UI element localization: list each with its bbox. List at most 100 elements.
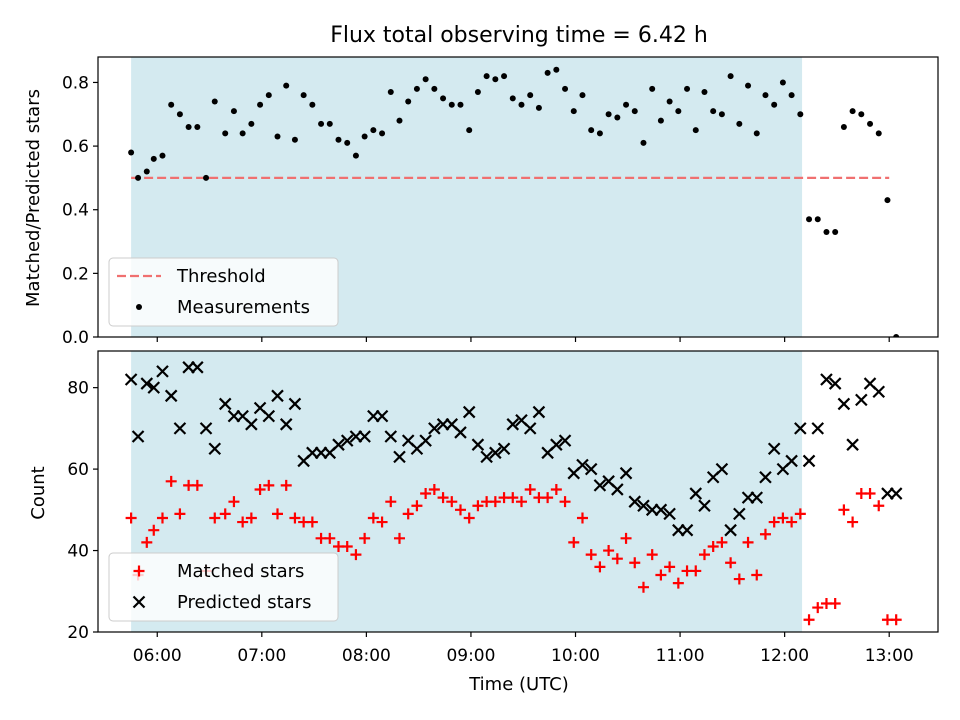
matched-star-point: [148, 524, 160, 536]
measurement-point: [326, 120, 333, 127]
matched-star-point: [472, 500, 484, 512]
matched-star-point: [611, 553, 623, 565]
predicted-star-point: [619, 466, 633, 480]
predicted-star-point: [332, 438, 345, 451]
measurement-point: [893, 334, 900, 337]
matched-star-point: [237, 516, 249, 528]
legend-label: Measurements: [177, 297, 310, 318]
measurement-point: [309, 101, 316, 108]
matched-star-point: [463, 512, 475, 524]
measurement-point: [318, 120, 325, 127]
matched-star-point: [707, 540, 719, 552]
predicted-star-point: [820, 373, 833, 386]
matched-star-point: [280, 479, 292, 491]
matched-star-point: [393, 532, 405, 544]
matched-star-point: [174, 508, 186, 520]
y-tick-label: 0.8: [62, 73, 89, 93]
legend-box: [108, 552, 339, 622]
measurement-point: [666, 98, 673, 105]
measurement-point: [265, 92, 272, 99]
measurement-point: [143, 168, 150, 175]
chart-title: Flux total observing time = 6.42 h: [330, 23, 708, 48]
matched-star-point: [873, 500, 885, 512]
predicted-star-point: [454, 426, 467, 439]
legend-label: Predicted stars: [177, 592, 311, 613]
matched-star-point: [542, 492, 554, 504]
matched-star-point: [219, 508, 231, 520]
y-tick-label: 0.4: [62, 201, 89, 221]
predicted-star-point: [506, 418, 520, 431]
measurement-point: [283, 82, 290, 89]
measurement-point: [553, 66, 560, 73]
predicted-star-point: [164, 389, 178, 403]
predicted-star-point: [156, 365, 169, 378]
predicted-star-point: [715, 462, 729, 476]
bottom-y-axis-label: Count: [28, 466, 49, 519]
measurement-point: [492, 76, 499, 83]
matched-star-point: [411, 500, 423, 512]
matched-star-point: [838, 504, 850, 516]
matched-star-point: [890, 614, 902, 626]
legend-measurement-swatch: [136, 304, 142, 310]
y-tick-label: 20: [67, 623, 89, 643]
matched-star-point: [646, 549, 658, 561]
measurement-point: [501, 73, 508, 80]
measurement-point: [185, 124, 192, 130]
measurement-point: [579, 92, 586, 99]
measurement-point: [544, 69, 551, 76]
matched-star-point: [672, 577, 684, 589]
predicted-star-point: [262, 409, 276, 423]
measurement-point: [562, 85, 569, 92]
predicted-star-point: [191, 361, 204, 374]
predicted-star-point: [462, 405, 476, 419]
measurement-point: [788, 92, 795, 99]
predicted-star-point: [767, 442, 781, 456]
matched-star-point: [786, 516, 798, 528]
measurement-point: [509, 95, 516, 102]
measurement-point: [483, 73, 490, 80]
measurement-point: [736, 120, 743, 127]
x-axis-label: Time (UTC): [468, 674, 569, 695]
predicted-star-point: [593, 479, 607, 492]
predicted-star-point: [724, 523, 737, 537]
matched-star-point: [402, 508, 414, 520]
predicted-star-point: [794, 422, 807, 435]
matched-star-point: [341, 540, 353, 552]
predicted-star-point: [288, 397, 302, 411]
measurement-point: [135, 174, 142, 181]
measurement-point: [675, 108, 682, 115]
predicted-star-point: [889, 487, 903, 500]
matched-star-point: [620, 532, 632, 544]
measurement-point: [440, 95, 447, 102]
measurement-point: [405, 98, 412, 105]
predicted-star-point: [637, 499, 650, 513]
predicted-star-point: [489, 446, 502, 460]
measurement-point: [150, 155, 157, 162]
measurement-point: [194, 124, 201, 130]
measurement-point: [701, 89, 708, 95]
matched-star-point: [751, 569, 763, 581]
predicted-star-point: [550, 438, 563, 451]
x-tick-label: 08:00: [342, 646, 391, 666]
matched-star-point: [289, 512, 301, 524]
measurement-point: [884, 197, 891, 204]
measurement-point: [605, 111, 612, 118]
legend-box: [108, 257, 339, 327]
axes-frame: [97, 56, 939, 338]
predicted-star-point: [218, 397, 232, 411]
matched-star-point: [446, 496, 458, 508]
predicted-star-point: [340, 434, 354, 447]
measurement-point: [771, 101, 778, 108]
measurement-point: [727, 73, 734, 80]
measurement-point: [806, 216, 813, 223]
predicted-star-point: [523, 422, 537, 435]
predicted-star-point: [532, 405, 546, 419]
measurement-point: [222, 130, 229, 137]
predicted-star-point: [173, 422, 187, 435]
legend-label: Matched stars: [177, 561, 304, 582]
measurement-point: [128, 149, 135, 156]
x-tick-label: 13:00: [865, 646, 914, 666]
matched-star-point: [141, 536, 153, 548]
predicted-star-point: [147, 381, 161, 394]
y-tick-label: 0.2: [62, 264, 89, 284]
